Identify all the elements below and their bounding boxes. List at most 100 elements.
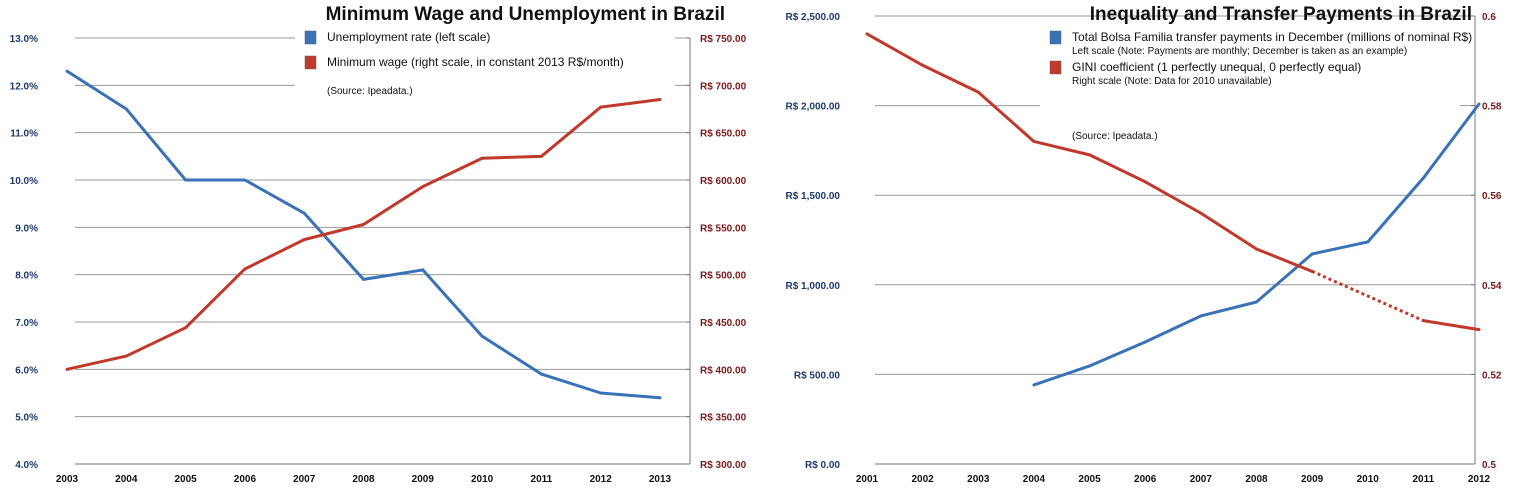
inequality-transfer-chart: R$ 0.00 R$ 500.00 R$ 1,000.00 R$ 1,500.00 R$… <box>786 4 1502 485</box>
data-point <box>362 222 365 226</box>
left-axis-tick-label: R$ 1,000.00 <box>786 281 841 292</box>
left-axis-tick-label: 9.0% <box>15 223 38 234</box>
chart-title: Minimum Wage and Unemployment in Brazil <box>326 4 725 25</box>
legend-label: Total Bolsa Familia transfer payments in… <box>1072 30 1472 44</box>
left-axis-tick-label: 5.0% <box>15 413 38 424</box>
data-point <box>302 238 306 242</box>
x-axis-tick-label: 2011 <box>1413 474 1435 485</box>
x-axis-tick-label: 2012 <box>1468 474 1491 485</box>
right-axis-tick-label: R$ 750.00 <box>700 34 747 45</box>
data-point <box>539 372 543 376</box>
legend-label: Minimum wage (right scale, in constant 2… <box>327 55 624 69</box>
x-axis-tick-label: 2003 <box>56 474 79 485</box>
x-axis-tick-label: 2008 <box>1245 474 1268 485</box>
data-point <box>1199 211 1203 215</box>
data-point <box>65 367 69 371</box>
right-axis-tick-label: 0.52 <box>1482 370 1502 381</box>
legend-swatch <box>304 30 317 45</box>
left-axis-tick-label: R$ 2,000.00 <box>786 102 841 113</box>
x-axis-tick-label: 2005 <box>1078 474 1101 485</box>
x-axis-tick-label: 2010 <box>471 474 494 485</box>
data-point <box>362 277 365 281</box>
x-axis-tick-label: 2002 <box>912 474 935 485</box>
data-point <box>976 90 980 94</box>
data-point <box>1310 269 1314 273</box>
right-axis-tick-label: R$ 400.00 <box>700 365 747 376</box>
right-axis-tick-label: R$ 300.00 <box>700 460 747 471</box>
right-axis-tick-label: 0.56 <box>1482 191 1502 202</box>
left-axis-tick-label: R$ 0.00 <box>805 460 840 471</box>
legend-swatch <box>1049 60 1062 75</box>
data-point <box>184 178 188 182</box>
x-axis-tick-label: 2001 <box>856 474 879 485</box>
left-axis-tick-label: 10.0% <box>10 176 38 187</box>
left-axis-tick-label: 8.0% <box>15 271 38 282</box>
right-axis-tick-label: R$ 450.00 <box>700 318 747 329</box>
x-axis-tick-label: 2007 <box>1190 474 1213 485</box>
data-point <box>1254 300 1258 304</box>
data-point <box>243 267 247 271</box>
legend-note: Right scale (Note: Data for 2010 unavail… <box>1072 76 1272 87</box>
data-point <box>1310 252 1314 256</box>
x-axis-tick-label: 2005 <box>174 474 197 485</box>
left-axis-tick-label: 6.0% <box>15 365 38 376</box>
x-axis-tick-label: 2004 <box>1023 474 1046 485</box>
right-axis-tick-label: R$ 700.00 <box>700 81 747 92</box>
left-axis-tick-label: R$ 1,500.00 <box>786 191 841 202</box>
right-axis-tick-label: 0.6 <box>1482 12 1496 23</box>
series-line-left <box>66 69 661 400</box>
data-point <box>599 391 603 395</box>
data-point <box>539 154 543 158</box>
legend-note: Left scale (Note: Payments are monthly; … <box>1072 46 1407 57</box>
series-line-left <box>1033 103 1481 387</box>
x-axis-tick-label: 2009 <box>412 474 435 485</box>
x-axis-tick-label: 2009 <box>1301 474 1324 485</box>
right-axis-tick-label: 0.58 <box>1482 102 1502 113</box>
x-axis-tick-label: 2008 <box>352 474 375 485</box>
x-axis-tick-label: 2007 <box>293 474 316 485</box>
data-point <box>1032 383 1036 387</box>
legend-swatch <box>1049 30 1062 45</box>
data-point <box>1366 240 1370 244</box>
x-axis-tick-label: 2010 <box>1357 474 1380 485</box>
data-point <box>124 107 128 111</box>
left-axis-tick-label: 4.0% <box>15 460 38 471</box>
source-note: (Source: Ipeadata.) <box>327 86 413 97</box>
x-axis-tick-label: 2006 <box>1134 474 1157 485</box>
right-axis-tick-label: 0.54 <box>1482 281 1502 292</box>
left-axis-tick-label: R$ 2,500.00 <box>786 12 841 23</box>
data-point <box>1477 102 1481 106</box>
data-point <box>421 185 425 189</box>
data-point <box>921 63 925 67</box>
legend-background <box>295 26 675 90</box>
data-point <box>1088 364 1092 368</box>
right-axis-tick-label: R$ 600.00 <box>700 176 747 187</box>
legend-label: Unemployment rate (left scale) <box>327 30 490 44</box>
right-axis-tick-label: R$ 650.00 <box>700 129 747 140</box>
right-axis-tick-label: R$ 550.00 <box>700 223 747 234</box>
data-point <box>124 354 128 358</box>
data-point <box>658 98 662 102</box>
x-axis-tick-label: 2011 <box>531 474 553 485</box>
left-axis-tick-label: R$ 500.00 <box>794 370 841 381</box>
data-point <box>1088 153 1092 157</box>
data-point <box>1477 328 1481 332</box>
data-point <box>65 69 69 73</box>
data-point <box>1199 314 1203 318</box>
series-gap-interpolation <box>1311 269 1424 323</box>
data-point <box>1254 247 1258 251</box>
right-axis-tick-label: R$ 500.00 <box>700 271 747 282</box>
data-point <box>480 156 484 160</box>
chart-title: Inequality and Transfer Payments in Braz… <box>1090 4 1472 25</box>
x-axis-tick-label: 2012 <box>590 474 613 485</box>
x-axis-tick-label: 2013 <box>649 474 672 485</box>
series-line-right <box>66 98 661 371</box>
x-axis-tick-label: 2003 <box>967 474 990 485</box>
legend-label: GINI coefficient (1 perfectly unequal, 0… <box>1072 60 1361 74</box>
data-point <box>1143 180 1147 184</box>
legend-swatch <box>304 55 317 70</box>
x-axis-tick-label: 2004 <box>115 474 138 485</box>
data-point <box>658 396 662 400</box>
data-point <box>480 334 484 338</box>
data-point <box>421 268 425 272</box>
